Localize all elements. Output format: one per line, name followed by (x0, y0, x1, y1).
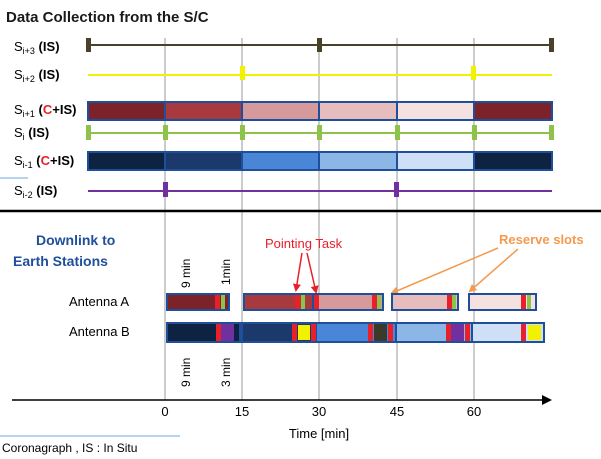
sc-label-im2: Si-2 (IS) (14, 183, 57, 200)
sc-label-i2: Si+2 (IS) (14, 67, 60, 84)
sc-label-i1: Si+1 (C+IS) (14, 102, 77, 119)
timeline-row-i (86, 125, 554, 140)
legend-text: Coronagraph , IS : In Situ (2, 441, 137, 455)
timeline-row-im2 (88, 182, 552, 197)
antenna-a-row (166, 293, 537, 311)
marker (549, 38, 554, 52)
tick-30: 30 (312, 404, 326, 419)
annotation-9min-bottom: 9 min (179, 358, 193, 387)
reserve-slots-label: Reserve slots (499, 232, 584, 247)
marker (240, 66, 245, 80)
time-gridlines (164, 38, 475, 400)
reserve-arrow-2 (468, 248, 519, 293)
sc-label-i3: Si+3 (IS) (14, 39, 60, 56)
marker (471, 66, 476, 80)
spacecraft-labels: Si+3 (IS) Si+2 (IS) Si+1 (C+IS) Si (IS) … (14, 39, 77, 200)
timeline-row-i2 (88, 66, 552, 80)
annotation-9min-top: 9 min (179, 259, 193, 288)
timeline-row-i1 (87, 101, 553, 121)
time-axis-label: Time [min] (289, 426, 349, 441)
timeline-row-im1 (87, 151, 553, 171)
annotation-3min: 3 min (219, 358, 233, 387)
tick-45: 45 (390, 404, 404, 419)
tick-15: 15 (235, 404, 249, 419)
timeline-row-i3 (86, 38, 554, 52)
marker (86, 38, 91, 52)
pointing-arrow-1 (293, 252, 303, 292)
tick-0: 0 (161, 404, 168, 419)
downlink-title-line1: Downlink to (36, 232, 115, 248)
pointing-task-label: Pointing Task (265, 236, 343, 251)
time-tick-labels: 0 15 30 45 60 (161, 404, 481, 419)
antenna-b-label: Antenna B (69, 324, 130, 339)
page-title: Data Collection from the S/C (6, 9, 209, 26)
sc-label-i: Si (IS) (14, 125, 49, 142)
antenna-a-label: Antenna A (69, 294, 129, 309)
tick-60: 60 (467, 404, 481, 419)
pointing-arrow-2 (306, 252, 319, 294)
antenna-b-row (166, 322, 545, 343)
reserve-arrow-1 (390, 247, 499, 295)
downlink-title-line2: Earth Stations (13, 253, 108, 269)
annotation-1min: 1min (219, 259, 233, 285)
marker (317, 38, 322, 52)
sc-label-im1: Si-1 (C+IS) (14, 153, 74, 170)
